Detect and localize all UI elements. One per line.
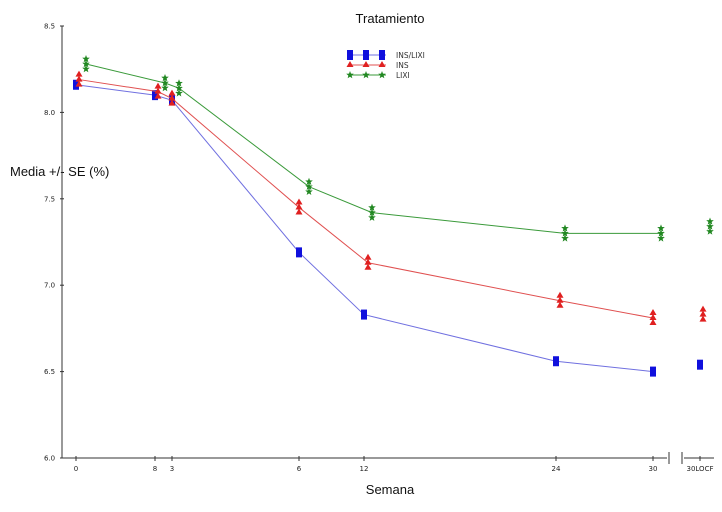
legend-marker xyxy=(347,50,353,60)
data-point-lower xyxy=(75,80,83,87)
data-point-lower xyxy=(82,65,90,73)
data-point xyxy=(168,94,176,101)
data-point xyxy=(650,366,656,377)
legend-marker xyxy=(378,71,386,79)
series-layer xyxy=(73,55,714,377)
data-point xyxy=(73,79,79,90)
data-point xyxy=(175,84,183,92)
y-tick-label: 8.5 xyxy=(44,23,55,31)
locf-point-upper xyxy=(706,217,714,225)
chart-title: Tratamiento xyxy=(356,11,425,26)
data-point-upper xyxy=(82,55,90,63)
data-point-lower xyxy=(561,234,569,242)
data-point-lower xyxy=(161,84,169,92)
locf-point-upper xyxy=(699,305,707,312)
locf-point-lower xyxy=(699,315,707,322)
series-lixi xyxy=(82,55,714,242)
legend-label: LIXI xyxy=(396,71,410,80)
data-point xyxy=(364,258,372,265)
data-point-upper xyxy=(657,224,665,232)
legend-marker xyxy=(346,71,354,79)
y-tick-label: 6.0 xyxy=(44,455,55,463)
data-point-upper xyxy=(368,203,376,211)
data-point xyxy=(154,87,162,94)
x-tick-label: 12 xyxy=(360,465,369,473)
data-point-lower xyxy=(168,99,176,106)
legend-marker xyxy=(362,71,370,79)
data-point xyxy=(649,314,657,321)
locf-point xyxy=(706,222,714,230)
data-point-lower xyxy=(295,208,303,215)
data-point-lower xyxy=(649,319,657,326)
data-point-lower xyxy=(368,213,376,221)
legend-marker xyxy=(346,61,354,67)
x-axis-ticks: 0 8 3 6 12 24 30 30LOCF xyxy=(74,456,714,473)
x-tick-label: 0 xyxy=(74,465,78,473)
data-point-lower xyxy=(175,89,183,97)
data-point xyxy=(305,182,313,190)
data-point xyxy=(152,90,158,101)
legend-marker xyxy=(379,50,385,60)
data-point-upper xyxy=(175,79,183,87)
y-tick-label: 7.5 xyxy=(44,195,55,203)
data-point-upper xyxy=(305,177,313,185)
series-ins xyxy=(75,70,707,326)
y-tick-label: 8.0 xyxy=(44,109,55,117)
data-point xyxy=(361,309,367,320)
data-point xyxy=(561,229,569,237)
data-point xyxy=(295,203,303,210)
locf-point-lower xyxy=(706,227,714,235)
series-ins-lixi xyxy=(73,79,703,377)
legend-item: INS xyxy=(346,61,409,70)
legend-marker xyxy=(363,50,369,60)
data-point xyxy=(553,356,559,367)
data-point-upper xyxy=(75,70,83,77)
x-tick-label: 24 xyxy=(552,465,561,473)
data-point xyxy=(368,208,376,216)
data-point-lower xyxy=(657,234,665,242)
locf-point xyxy=(697,359,703,370)
x-axis-title: Semana xyxy=(366,482,415,497)
data-point-upper xyxy=(649,309,657,316)
data-point-lower xyxy=(556,301,564,308)
data-point xyxy=(556,296,564,303)
legend-item: LIXI xyxy=(346,71,410,80)
y-axis-title: Media +/- SE (%) xyxy=(10,164,109,179)
data-point xyxy=(82,60,90,68)
locf-point xyxy=(699,310,707,317)
x-tick-label: 8 xyxy=(153,465,157,473)
legend-label: INS/LIXI xyxy=(396,51,425,60)
x-tick-label: 3 xyxy=(170,465,174,473)
data-point-upper xyxy=(364,253,372,260)
data-point-upper xyxy=(168,89,176,96)
legend-item: INS/LIXI xyxy=(347,50,425,60)
data-point-upper xyxy=(154,82,162,89)
data-point xyxy=(657,229,665,237)
legend-marker xyxy=(362,61,370,67)
y-axis-ticks: 6.0 6.5 7.0 7.5 8.0 8.5 xyxy=(44,23,64,463)
data-point-lower xyxy=(154,92,162,99)
data-point-upper xyxy=(295,198,303,205)
data-point-upper xyxy=(556,291,564,298)
data-point-upper xyxy=(161,74,169,82)
data-point xyxy=(161,79,169,87)
y-tick-label: 6.5 xyxy=(44,368,55,376)
data-point-lower xyxy=(364,263,372,270)
x-tick-label: 30 xyxy=(649,465,658,473)
legend-marker xyxy=(378,61,386,67)
y-tick-label: 7.0 xyxy=(44,282,55,290)
x-tick-label: 6 xyxy=(297,465,302,473)
x-tick-label: 30LOCF xyxy=(687,465,714,473)
series-line xyxy=(78,79,654,319)
data-point-upper xyxy=(561,224,569,232)
legend-label: INS xyxy=(396,61,409,70)
data-point xyxy=(296,247,302,258)
data-point xyxy=(75,75,83,82)
data-point-lower xyxy=(305,187,313,195)
